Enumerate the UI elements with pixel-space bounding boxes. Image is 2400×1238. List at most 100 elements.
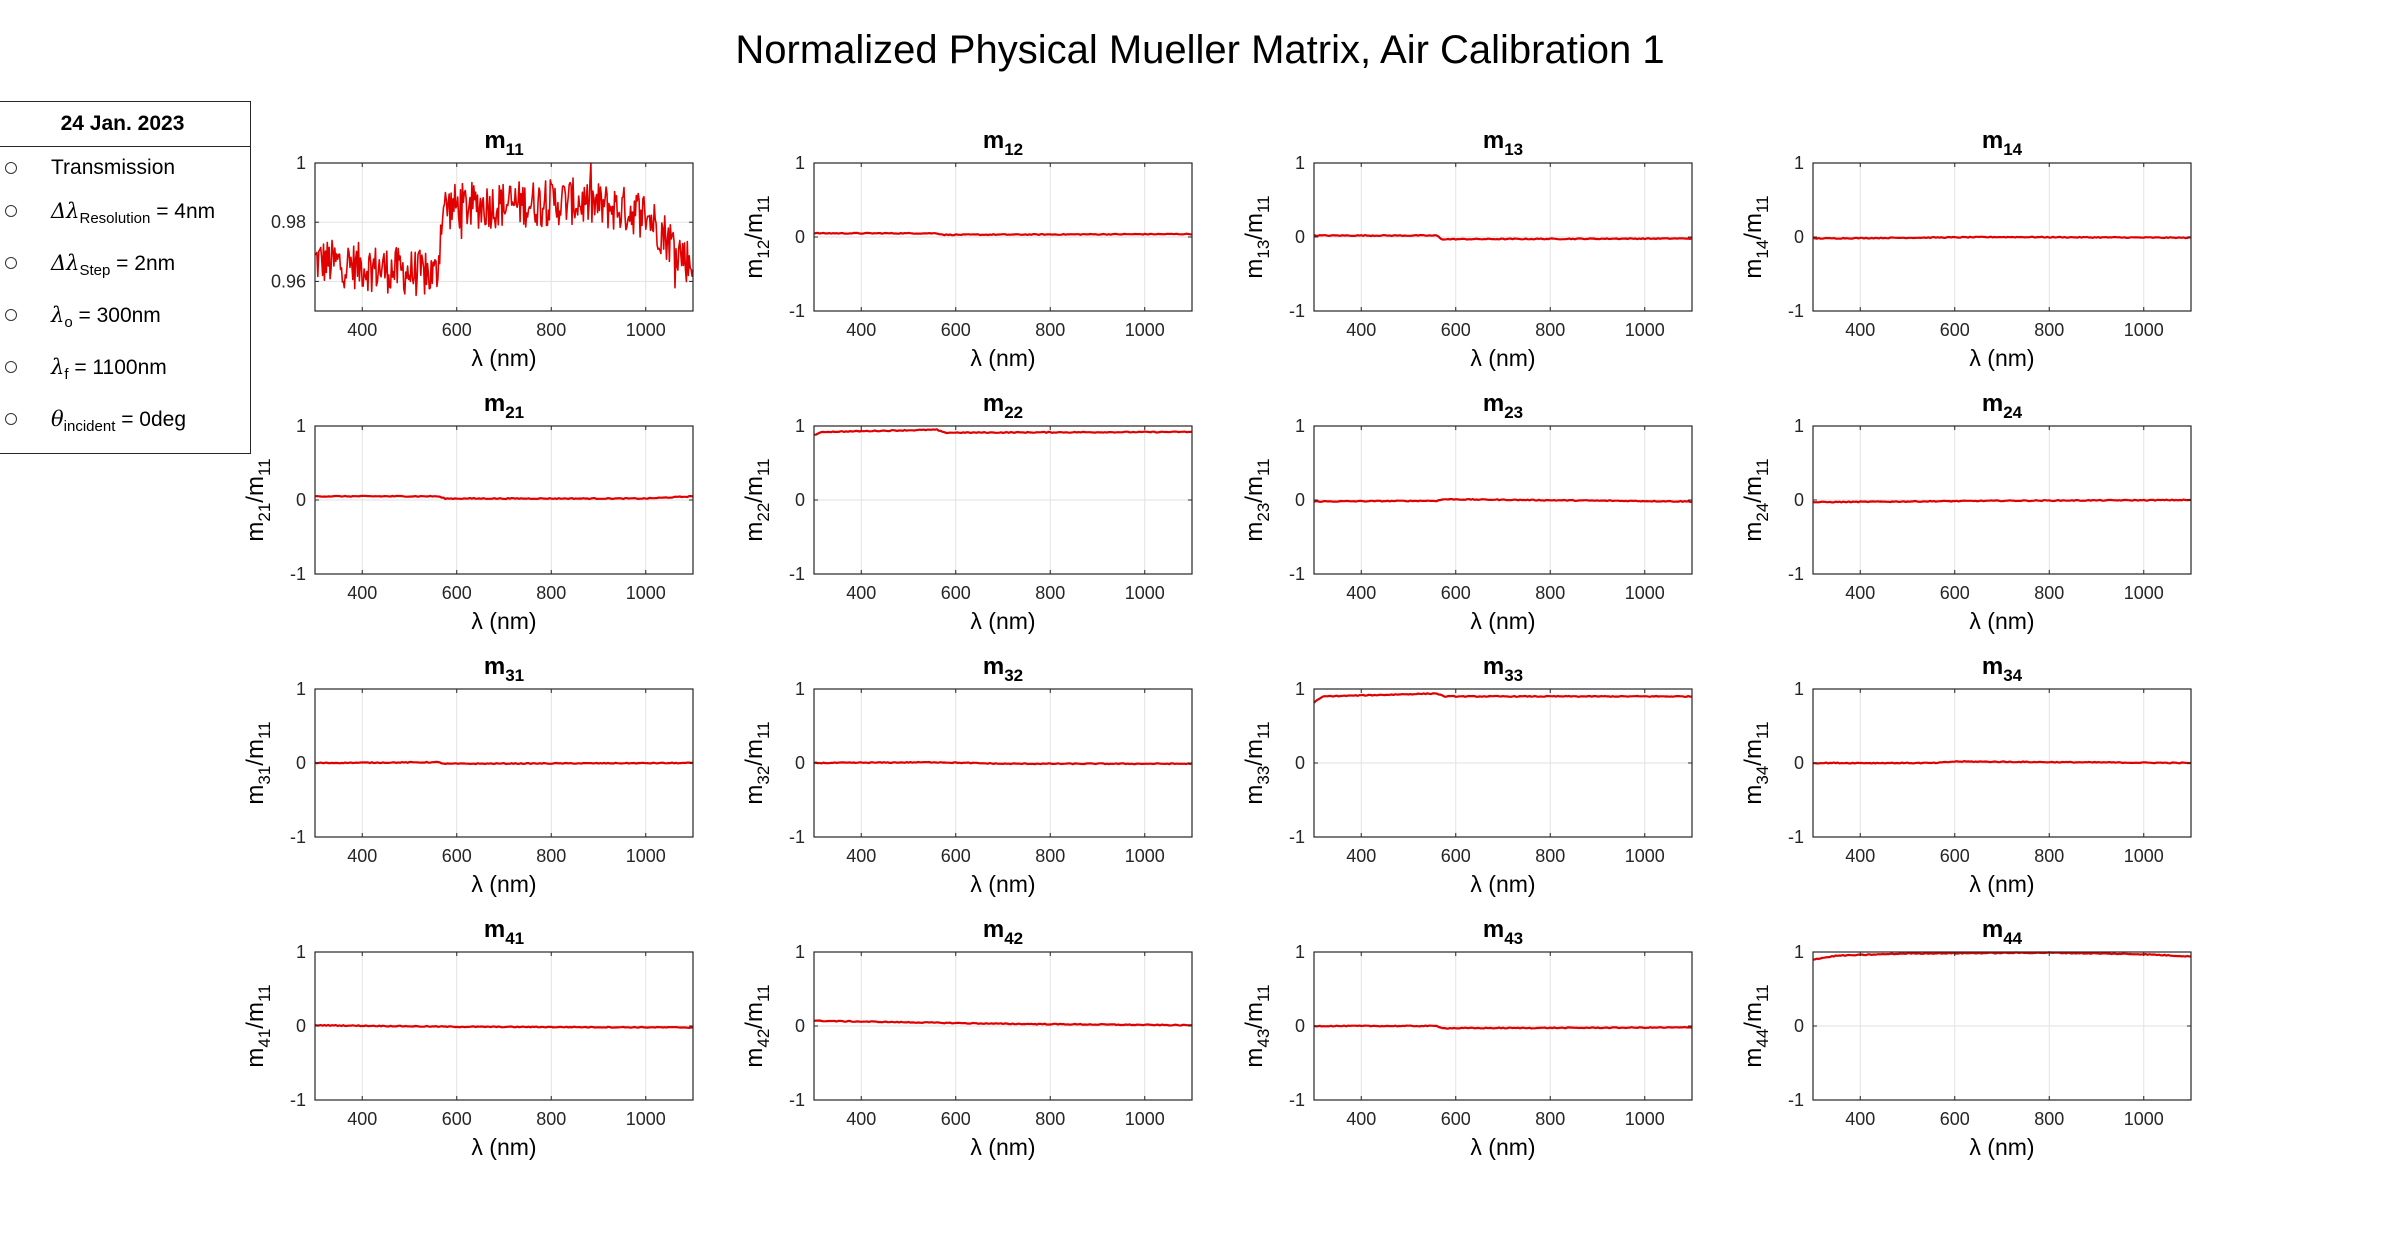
y-tick-label: 1: [1794, 679, 1804, 699]
series-line: [1313, 692, 1693, 704]
y-tick-label: 1: [296, 942, 306, 962]
legend-marker-icon: [5, 413, 17, 425]
y-tick-label: 1: [296, 679, 306, 699]
subplot-title: m44: [1982, 916, 2023, 948]
x-tick-label: 600: [1940, 320, 1970, 340]
x-axis-label: λ (nm): [471, 1134, 536, 1160]
y-tick-label: -1: [290, 827, 306, 847]
series-line: [1313, 234, 1693, 241]
subplot-title: m24: [1982, 390, 2023, 422]
subplot-title: m43: [1483, 916, 1523, 948]
x-axis-label: λ (nm): [471, 345, 536, 371]
x-tick-label: 600: [1940, 846, 1970, 866]
subplot-title: m23: [1483, 390, 1523, 422]
x-axis-label: λ (nm): [970, 608, 1035, 634]
x-tick-label: 1000: [626, 1109, 666, 1129]
x-tick-label: 1000: [626, 583, 666, 603]
x-tick-label: 400: [846, 846, 876, 866]
x-tick-label: 400: [1845, 846, 1875, 866]
x-axis-label: λ (nm): [471, 608, 536, 634]
y-tick-label: 1: [1794, 942, 1804, 962]
series-line: [314, 760, 694, 766]
x-axis-label: λ (nm): [1969, 871, 2034, 897]
legend-subscript: Resolution: [79, 210, 151, 228]
x-tick-label: 400: [1845, 320, 1875, 340]
y-tick-label: -1: [1289, 564, 1305, 584]
subplot-title: m34: [1982, 653, 2023, 685]
x-tick-label: 800: [2034, 846, 2064, 866]
legend-subscript: o: [64, 314, 73, 332]
figure-title: Normalized Physical Mueller Matrix, Air …: [735, 28, 1665, 72]
x-tick-label: 800: [1535, 1109, 1565, 1129]
subplot-m32: 400 600 800 1000 -1 0 1 m32 λ (nm) m32/m11: [741, 653, 1193, 897]
y-tick-label: 0: [296, 490, 306, 510]
y-axis-label: m14/m11: [1740, 195, 1772, 278]
y-axis-label: m41/m11: [242, 984, 274, 1067]
legend-subscript: Step: [79, 262, 111, 280]
x-tick-label: 400: [1845, 583, 1875, 603]
y-tick-label: -1: [1788, 301, 1804, 321]
y-tick-label: 1: [1295, 942, 1305, 962]
subplot-m21: 400 600 800 1000 -1 0 1 m21 λ (nm) m21/m11: [242, 390, 694, 634]
x-tick-label: 1000: [626, 320, 666, 340]
subplot-m12: 400 600 800 1000 -1 0 1 m12 λ (nm) m12/m11: [741, 127, 1193, 371]
x-tick-label: 600: [1441, 1109, 1471, 1129]
x-tick-label: 600: [941, 1109, 971, 1129]
legend-symbol: θ: [51, 407, 64, 431]
y-tick-label: 0: [795, 490, 805, 510]
x-axis-label: λ (nm): [1969, 1134, 2034, 1160]
y-tick-label: -1: [1289, 827, 1305, 847]
subplot-title: m33: [1483, 653, 1523, 685]
legend-item-label: Transmission: [51, 156, 176, 179]
y-tick-label: 1: [1794, 153, 1804, 173]
series-line: [1812, 759, 2192, 765]
x-tick-label: 800: [1535, 583, 1565, 603]
y-tick-label: 1: [296, 416, 306, 436]
y-tick-label: -1: [1788, 1090, 1804, 1110]
legend-subscript: incident: [63, 418, 116, 436]
legend-marker-icon: [5, 162, 17, 174]
y-tick-label: -1: [290, 1090, 306, 1110]
y-tick-label: -1: [789, 1090, 805, 1110]
legend-box: 24 Jan. 2023 Transmission ΔλResolution =…: [0, 101, 251, 454]
y-axis-label: m12/m11: [741, 195, 773, 278]
y-axis-label: m32/m11: [741, 721, 773, 804]
y-tick-label: 1: [1295, 416, 1305, 436]
y-tick-label: -1: [1788, 827, 1804, 847]
x-tick-label: 600: [941, 583, 971, 603]
legend-title: 24 Jan. 2023: [0, 102, 250, 147]
subplot-title: m11: [484, 127, 523, 159]
legend-value: = 2nm: [110, 252, 176, 275]
subplot-m14: 400 600 800 1000 -1 0 1 m14 λ (nm) m14/m11: [1740, 127, 2192, 371]
x-tick-label: 600: [442, 583, 472, 603]
y-axis-label: m13/m11: [1241, 195, 1273, 278]
x-axis-label: λ (nm): [1470, 608, 1535, 634]
x-tick-label: 600: [1940, 1109, 1970, 1129]
subplot-title: m13: [1483, 127, 1523, 159]
y-axis-label: m21/m11: [242, 458, 274, 541]
x-axis-label: λ (nm): [970, 871, 1035, 897]
y-tick-label: -1: [1289, 1090, 1305, 1110]
x-tick-label: 1000: [1625, 1109, 1665, 1129]
subplot-title: m32: [983, 653, 1023, 685]
y-axis-label: m42/m11: [741, 984, 773, 1067]
x-tick-label: 1000: [1625, 583, 1665, 603]
series-line: [813, 1019, 1193, 1027]
legend-marker-icon: [5, 361, 17, 373]
x-tick-label: 1000: [1125, 846, 1165, 866]
x-tick-label: 600: [1441, 320, 1471, 340]
x-tick-label: 600: [1441, 846, 1471, 866]
y-tick-label: 1: [1295, 679, 1305, 699]
subplot-m34: 400 600 800 1000 -1 0 1 m34 λ (nm) m34/m11: [1740, 653, 2192, 897]
subplot-m23: 400 600 800 1000 -1 0 1 m23 λ (nm) m23/m11: [1241, 390, 1693, 634]
x-axis-label: λ (nm): [1969, 345, 2034, 371]
x-axis-label: λ (nm): [1969, 608, 2034, 634]
x-tick-label: 1000: [2124, 320, 2164, 340]
subplot-title: m41: [484, 916, 524, 948]
y-tick-label: -1: [1289, 301, 1305, 321]
y-tick-label: 0: [795, 1016, 805, 1036]
y-tick-label: -1: [789, 301, 805, 321]
x-tick-label: 800: [1535, 846, 1565, 866]
legend-value: = 300nm: [72, 304, 161, 327]
x-tick-label: 800: [536, 320, 566, 340]
